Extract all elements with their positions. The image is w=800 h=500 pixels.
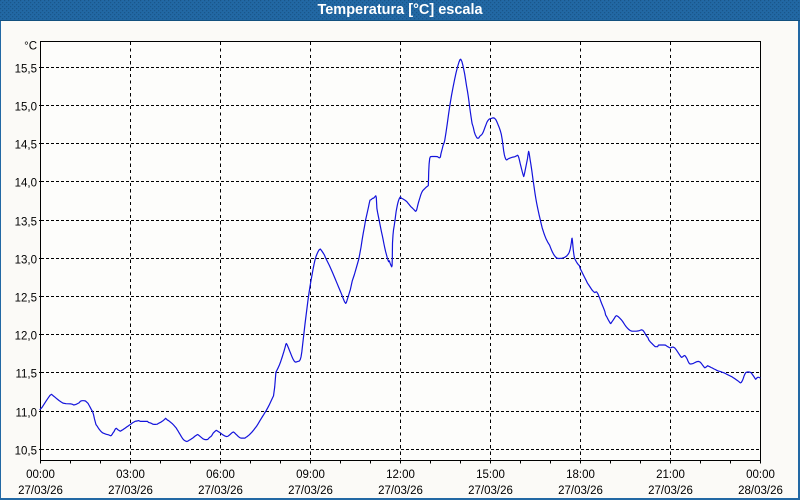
svg-text:27/03/26: 27/03/26: [288, 485, 333, 497]
svg-text:15,5: 15,5: [15, 64, 37, 76]
svg-text:12:00: 12:00: [386, 469, 415, 481]
svg-text:14,5: 14,5: [15, 140, 37, 152]
svg-text:27/03/26: 27/03/26: [18, 485, 63, 497]
svg-text:00:00: 00:00: [746, 469, 775, 481]
svg-text:27/03/26: 27/03/26: [108, 485, 153, 497]
svg-text:21:00: 21:00: [656, 469, 685, 481]
svg-text:11,5: 11,5: [15, 369, 37, 381]
svg-text:27/03/26: 27/03/26: [378, 485, 423, 497]
svg-text:06:00: 06:00: [206, 469, 235, 481]
svg-text:03:00: 03:00: [116, 469, 145, 481]
svg-text:27/03/26: 27/03/26: [558, 485, 603, 497]
svg-text:12,0: 12,0: [15, 331, 37, 343]
svg-text:11,0: 11,0: [15, 408, 37, 420]
svg-text:10,5: 10,5: [15, 446, 37, 458]
svg-text:28/03/26: 28/03/26: [738, 485, 783, 497]
svg-text:°C: °C: [24, 41, 37, 53]
svg-text:15,0: 15,0: [15, 102, 37, 114]
svg-text:09:00: 09:00: [296, 469, 325, 481]
svg-text:27/03/26: 27/03/26: [468, 485, 513, 497]
svg-text:12,5: 12,5: [15, 293, 37, 305]
svg-text:13,0: 13,0: [15, 255, 37, 267]
svg-text:18:00: 18:00: [566, 469, 595, 481]
svg-text:15:00: 15:00: [476, 469, 505, 481]
svg-text:13,5: 13,5: [15, 217, 37, 229]
svg-text:00:00: 00:00: [26, 469, 55, 481]
svg-text:27/03/26: 27/03/26: [198, 485, 243, 497]
svg-text:27/03/26: 27/03/26: [648, 485, 693, 497]
svg-text:14,0: 14,0: [15, 178, 37, 190]
